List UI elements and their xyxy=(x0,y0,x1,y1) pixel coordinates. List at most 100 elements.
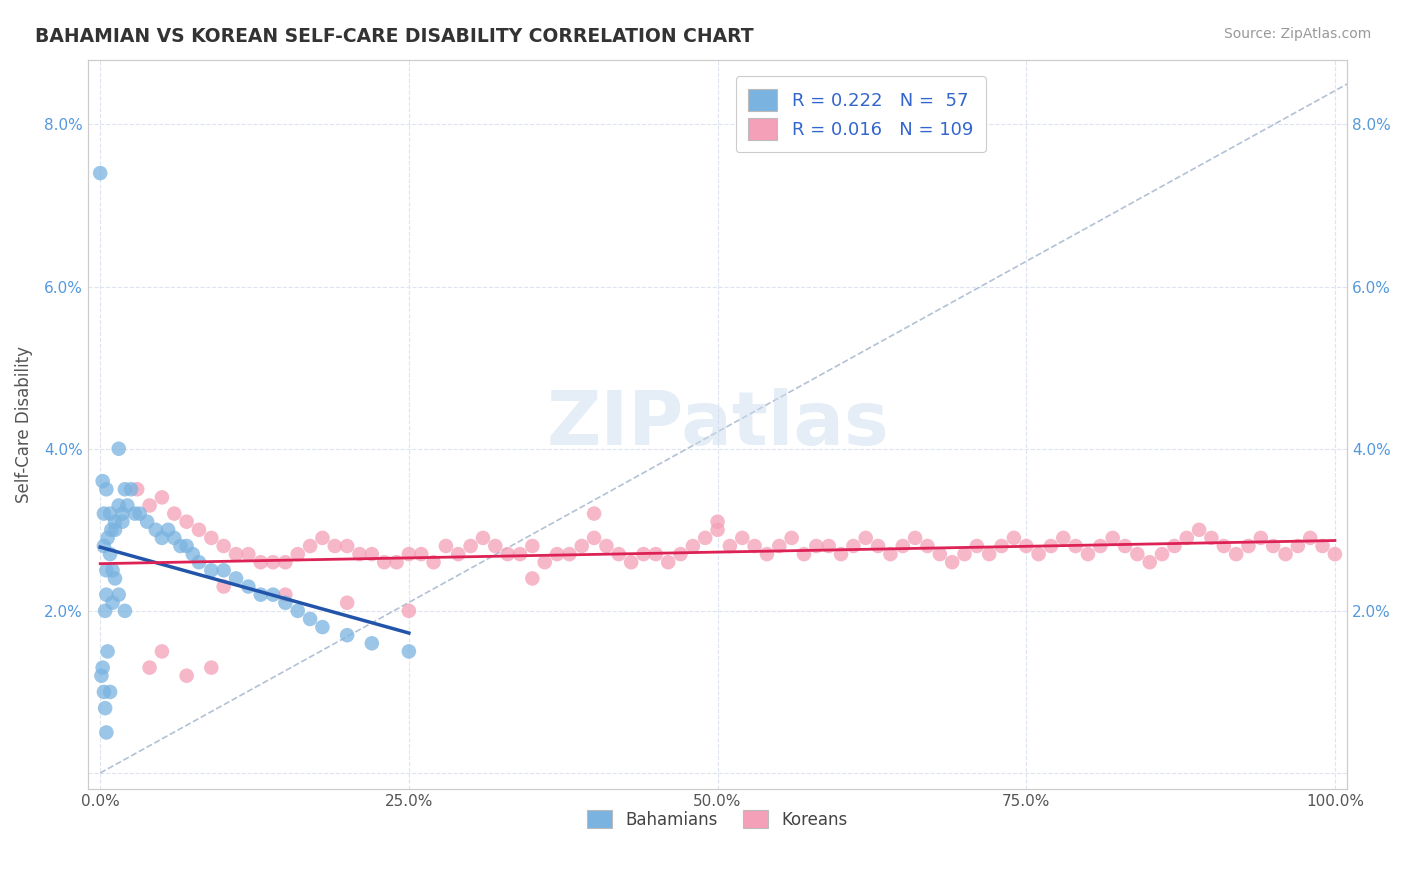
Point xyxy=(398,604,420,618)
Point xyxy=(93,685,115,699)
Point xyxy=(336,628,359,642)
Point xyxy=(1028,547,1050,561)
Text: ZIPatlas: ZIPatlas xyxy=(547,388,889,461)
Point xyxy=(145,523,167,537)
Point xyxy=(176,669,198,683)
Point xyxy=(98,547,121,561)
Point xyxy=(94,604,117,618)
Point xyxy=(1250,531,1272,545)
Point xyxy=(1225,547,1247,561)
Point xyxy=(793,547,815,561)
Point xyxy=(744,539,766,553)
Point xyxy=(91,660,114,674)
Point xyxy=(718,539,741,553)
Point xyxy=(1312,539,1334,553)
Point xyxy=(496,547,519,561)
Text: Source: ZipAtlas.com: Source: ZipAtlas.com xyxy=(1223,27,1371,41)
Point xyxy=(1286,539,1309,553)
Point xyxy=(941,555,963,569)
Point xyxy=(571,539,593,553)
Point xyxy=(891,539,914,553)
Point xyxy=(1263,539,1285,553)
Point xyxy=(1212,539,1234,553)
Point xyxy=(953,547,976,561)
Point xyxy=(104,515,127,529)
Point xyxy=(163,531,186,545)
Point xyxy=(274,555,297,569)
Point xyxy=(1052,531,1074,545)
Point xyxy=(249,588,271,602)
Point xyxy=(471,531,494,545)
Point xyxy=(817,539,839,553)
Point xyxy=(1150,547,1173,561)
Point xyxy=(91,474,114,488)
Point xyxy=(336,539,359,553)
Point xyxy=(188,555,211,569)
Point xyxy=(349,547,371,561)
Point xyxy=(360,636,382,650)
Point xyxy=(447,547,470,561)
Point xyxy=(1163,539,1185,553)
Point xyxy=(262,588,284,602)
Point xyxy=(731,531,754,545)
Point xyxy=(138,499,160,513)
Point xyxy=(522,539,544,553)
Point xyxy=(138,660,160,674)
Point xyxy=(150,491,173,505)
Legend: Bahamians, Koreans: Bahamians, Koreans xyxy=(581,804,855,836)
Point xyxy=(287,604,309,618)
Point xyxy=(1039,539,1062,553)
Point xyxy=(1002,531,1025,545)
Point xyxy=(1064,539,1087,553)
Point xyxy=(94,701,117,715)
Point xyxy=(644,547,666,561)
Point xyxy=(100,523,122,537)
Point xyxy=(879,547,901,561)
Text: BAHAMIAN VS KOREAN SELF-CARE DISABILITY CORRELATION CHART: BAHAMIAN VS KOREAN SELF-CARE DISABILITY … xyxy=(35,27,754,45)
Point xyxy=(93,507,115,521)
Point xyxy=(558,547,581,561)
Point xyxy=(373,555,395,569)
Point xyxy=(755,547,778,561)
Point xyxy=(225,547,247,561)
Point xyxy=(128,507,150,521)
Point xyxy=(966,539,988,553)
Point xyxy=(904,531,927,545)
Point xyxy=(669,547,692,561)
Point xyxy=(97,644,120,658)
Point xyxy=(768,539,790,553)
Point xyxy=(101,596,124,610)
Point xyxy=(238,580,260,594)
Point xyxy=(150,644,173,658)
Point xyxy=(150,531,173,545)
Point xyxy=(299,539,322,553)
Point xyxy=(114,483,136,497)
Point xyxy=(1274,547,1296,561)
Point xyxy=(124,507,146,521)
Point xyxy=(89,166,111,180)
Point xyxy=(360,547,382,561)
Point xyxy=(104,571,127,585)
Point xyxy=(323,539,346,553)
Point xyxy=(434,539,457,553)
Point xyxy=(120,483,142,497)
Point xyxy=(1114,539,1136,553)
Point xyxy=(96,483,118,497)
Point xyxy=(928,547,950,561)
Point xyxy=(695,531,717,545)
Point xyxy=(181,547,204,561)
Point xyxy=(1237,539,1260,553)
Point xyxy=(583,507,606,521)
Point xyxy=(546,547,568,561)
Point xyxy=(1188,523,1211,537)
Point xyxy=(979,547,1001,561)
Point xyxy=(1175,531,1198,545)
Point xyxy=(93,539,115,553)
Point xyxy=(299,612,322,626)
Point xyxy=(127,483,149,497)
Point xyxy=(990,539,1012,553)
Point xyxy=(249,555,271,569)
Point xyxy=(336,596,359,610)
Point xyxy=(1299,531,1322,545)
Point xyxy=(706,523,728,537)
